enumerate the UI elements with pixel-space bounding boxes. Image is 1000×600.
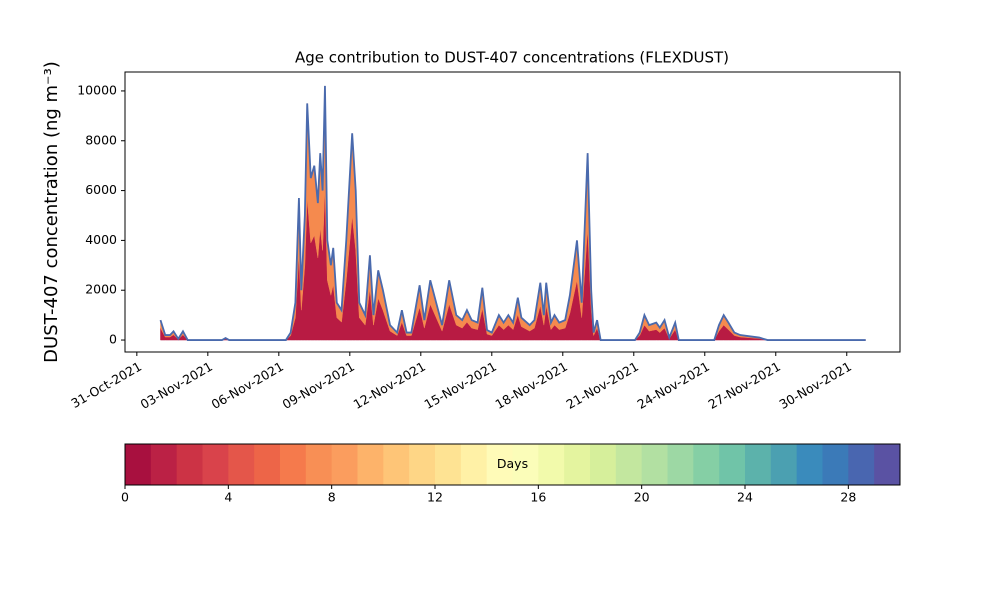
- y-tick-label: 6000: [85, 182, 117, 197]
- y-tick-label: 4000: [85, 232, 117, 247]
- colorbar-swatch: [693, 444, 720, 485]
- colorbar-label: Days: [497, 456, 528, 471]
- colorbar-swatch: [409, 444, 436, 485]
- colorbar-swatch: [745, 444, 772, 485]
- colorbar-swatch: [150, 444, 178, 485]
- colorbar-swatch: [254, 444, 281, 485]
- colorbar-swatch: [305, 444, 333, 485]
- plot-frame: [124, 71, 901, 353]
- x-tick-label: 31-Oct-2021: [68, 359, 144, 411]
- colorbar-swatch: [822, 444, 849, 485]
- colorbar-swatch: [460, 444, 488, 485]
- colorbar-tick-label: 4: [224, 490, 232, 505]
- age-area: [160, 85, 866, 341]
- x-tick-label: 21-Nov-2021: [564, 359, 641, 412]
- colorbar-swatch: [796, 444, 823, 485]
- colorbar-tick-label: 0: [121, 490, 129, 505]
- colorbar-swatch: [383, 444, 410, 485]
- total-line: [159, 85, 866, 341]
- colorbar-tick-label: 12: [427, 490, 443, 505]
- colorbar-swatch: [486, 444, 513, 485]
- colorbar-frame: [124, 443, 901, 486]
- colorbar-swatch: [280, 444, 307, 485]
- colorbar-tick-label: 24: [737, 490, 753, 505]
- colorbar-swatch: [435, 444, 462, 485]
- colorbar-swatch: [848, 444, 875, 485]
- y-tick-label: 0: [109, 332, 117, 347]
- colorbar-swatch: [874, 444, 901, 485]
- colorbar-swatch: [331, 444, 358, 485]
- x-tick-label: 30-Nov-2021: [777, 359, 854, 412]
- colorbar-tick-label: 20: [634, 490, 650, 505]
- y-tick-label: 8000: [85, 132, 117, 147]
- x-tick-label: 09-Nov-2021: [280, 359, 357, 412]
- x-tick-label: 18-Nov-2021: [493, 359, 570, 412]
- colorbar-swatch: [641, 444, 668, 485]
- age-area: [160, 187, 866, 341]
- y-tick-label: 2000: [85, 282, 117, 297]
- colorbar-swatch: [512, 444, 539, 485]
- colorbar-swatch: [202, 444, 229, 485]
- colorbar-swatch: [590, 444, 617, 485]
- colorbar-swatch: [770, 444, 798, 485]
- colorbar-swatch: [176, 444, 203, 485]
- y-tick-label: 10000: [77, 82, 117, 97]
- x-tick-label: 12-Nov-2021: [351, 359, 428, 412]
- x-tick-label: 06-Nov-2021: [209, 359, 286, 412]
- x-tick-label: 03-Nov-2021: [138, 359, 215, 412]
- x-tick-label: 27-Nov-2021: [706, 359, 783, 412]
- x-tick-label: 15-Nov-2021: [422, 359, 499, 412]
- colorbar-swatch: [538, 444, 565, 485]
- colorbar-swatch: [667, 444, 694, 485]
- colorbar-swatch: [228, 444, 255, 485]
- chart-title: Age contribution to DUST-407 concentrati…: [295, 49, 729, 67]
- colorbar-tick-label: 28: [840, 490, 856, 505]
- y-axis-label: DUST-407 concentration (ng m⁻³): [41, 61, 62, 363]
- colorbar-swatch: [719, 444, 746, 485]
- colorbar-swatch: [564, 444, 591, 485]
- colorbar-swatch: [357, 444, 384, 485]
- colorbar-swatch: [125, 444, 152, 485]
- colorbar-swatch: [615, 444, 643, 485]
- colorbar-tick-label: 16: [530, 490, 546, 505]
- x-tick-label: 24-Nov-2021: [635, 359, 712, 412]
- colorbar-tick-label: 8: [328, 490, 336, 505]
